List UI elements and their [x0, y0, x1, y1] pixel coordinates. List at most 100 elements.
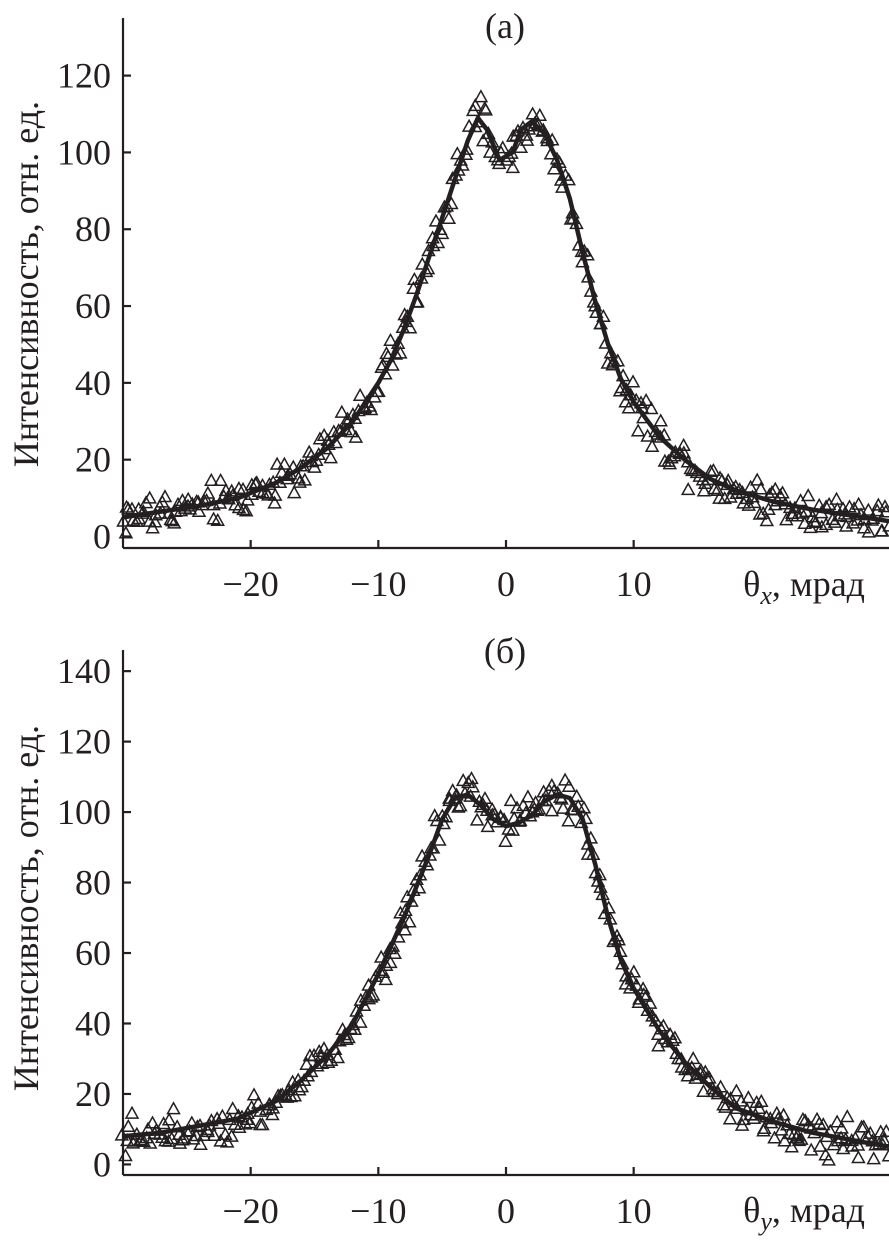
- panel-b-data-point: [213, 1133, 228, 1147]
- panel-a-x-tick-label: −20: [223, 564, 279, 604]
- panel-a-data-point: [814, 519, 830, 533]
- panel-b-data-point: [393, 905, 408, 919]
- panel-a-data-point: [236, 502, 251, 516]
- panel-b-data-point: [193, 1136, 208, 1151]
- panel-b-data-point: [713, 1079, 728, 1093]
- panel-b-data-point: [569, 788, 584, 802]
- panel-a-data-point: [439, 198, 455, 212]
- panel-a-data-point: [261, 487, 276, 501]
- panel-a-data-point: [621, 400, 637, 414]
- panel-b-data-point: [164, 1131, 179, 1145]
- panel-b-data-point: [791, 1133, 807, 1147]
- panel-b-data-point: [503, 793, 519, 807]
- panel-b-data-point: [206, 1127, 222, 1141]
- panel-a-data-point: [125, 512, 141, 526]
- panel-a-data-point: [478, 102, 493, 116]
- panel-b-data-point: [166, 1101, 181, 1115]
- panel-b-data-point: [186, 1131, 201, 1145]
- panel-b-data-point: [477, 790, 493, 805]
- panel-a-data-point: [707, 481, 722, 495]
- panel-a-xlabel-sub: x: [759, 581, 772, 610]
- panel-b-data-point: [311, 1043, 327, 1058]
- panel-a-data-point: [747, 495, 762, 509]
- panel-a-data-point: [761, 501, 776, 515]
- panel-a-data-point: [204, 472, 219, 486]
- panel-a-data-point: [743, 479, 758, 493]
- panel-a-data-point: [244, 477, 260, 491]
- panel-a-data-point: [633, 395, 649, 409]
- panel-a-data-point: [375, 357, 391, 371]
- panel-a-data-point: [269, 456, 285, 470]
- panel-b-data-point: [821, 1152, 836, 1166]
- panel-a-data-point: [347, 410, 363, 424]
- panel-a-data-point: [213, 472, 228, 487]
- panel-b-data-point: [557, 772, 573, 786]
- panel-b-data-point: [469, 812, 485, 826]
- panel-a-data-point: [267, 495, 282, 509]
- panel-b-data-point: [224, 1128, 239, 1142]
- panel-b-data-point: [520, 789, 536, 803]
- panel-a-data-point: [441, 210, 457, 225]
- panel-a-data-point: [723, 489, 738, 503]
- panel-a-data-point: [495, 140, 510, 154]
- panel-b-data-point: [383, 955, 398, 969]
- panel-b-data-point: [265, 1107, 280, 1121]
- panel-a-data-point: [231, 480, 247, 495]
- panel-b-data-point: [136, 1133, 151, 1147]
- panel-b-data-point: [242, 1115, 258, 1129]
- panel-b-data-point: [835, 1141, 851, 1155]
- panel-a-data-point: [147, 514, 163, 528]
- panel-a-xlabel-unit: , мрад: [772, 564, 865, 604]
- panel-a-data-point: [200, 485, 216, 499]
- panel-b-data-point: [124, 1105, 140, 1119]
- panel-b-data-point: [840, 1109, 855, 1123]
- panel-a-xlabel-symbol: θ: [743, 564, 760, 604]
- panel-b-data-point: [794, 1131, 809, 1145]
- panel-a-data-point: [344, 424, 359, 438]
- panel-b-data-point: [154, 1129, 170, 1144]
- panel-a-data-point: [797, 515, 812, 530]
- panel-b-data-point: [626, 964, 642, 978]
- panel-b-data-point: [120, 1133, 135, 1147]
- panel-b-data-point: [294, 1079, 310, 1093]
- panel-b: (б) Интенсивность, отн. ед. θy, мрад 0 20…: [6, 631, 889, 1236]
- panel-a-data-point: [856, 520, 872, 534]
- panel-b-data-point: [161, 1133, 176, 1147]
- panel-a-data-point: [630, 423, 646, 437]
- panel-a-data-point: [775, 485, 790, 499]
- panel-b-x-tick-label: 10: [616, 1191, 652, 1231]
- panel-b-data-point: [536, 784, 551, 798]
- panel-b-data-point: [651, 1038, 666, 1052]
- panel-b-data-point: [667, 1030, 683, 1044]
- panel-b-data-point: [378, 972, 394, 986]
- panel-b-data-point: [636, 987, 652, 1001]
- panel-b-data-point: [339, 1031, 354, 1045]
- panel-b-data-point: [509, 800, 525, 814]
- panel-b-data-point: [461, 775, 476, 789]
- panel-b-data-point: [729, 1083, 744, 1097]
- panel-b-data-point: [387, 945, 402, 960]
- panel-a-data-point: [696, 483, 712, 497]
- panel-b-data-point: [142, 1135, 158, 1149]
- panel-a-data-point: [312, 431, 328, 445]
- panel-a-data-point: [473, 89, 489, 103]
- panel-a-x-tick-label: 0: [497, 564, 515, 604]
- panel-b-data-point: [299, 1056, 314, 1070]
- panel-a-data-point: [680, 482, 696, 496]
- panel-a-data-point: [759, 513, 775, 527]
- panel-b-y-tick-label: 40: [75, 1003, 111, 1043]
- panel-b-data-point: [795, 1111, 811, 1125]
- panel-a-x-tick-label: −10: [350, 564, 406, 604]
- panel-a-data-point: [142, 490, 157, 504]
- panel-a-data-point: [383, 332, 398, 346]
- panel-a-data-point: [249, 475, 264, 489]
- panel-b-data-point: [161, 1112, 177, 1126]
- panel-b-data-point: [555, 800, 571, 814]
- panel-b-data-point: [465, 779, 481, 793]
- panel-b-data-point: [854, 1119, 869, 1133]
- panel-b-data-point: [176, 1130, 192, 1144]
- panel-b-title: (б): [484, 631, 526, 671]
- panel-a-data-point: [301, 444, 317, 458]
- panel-a-data-point: [406, 280, 421, 294]
- panel-a-data-point: [800, 488, 816, 502]
